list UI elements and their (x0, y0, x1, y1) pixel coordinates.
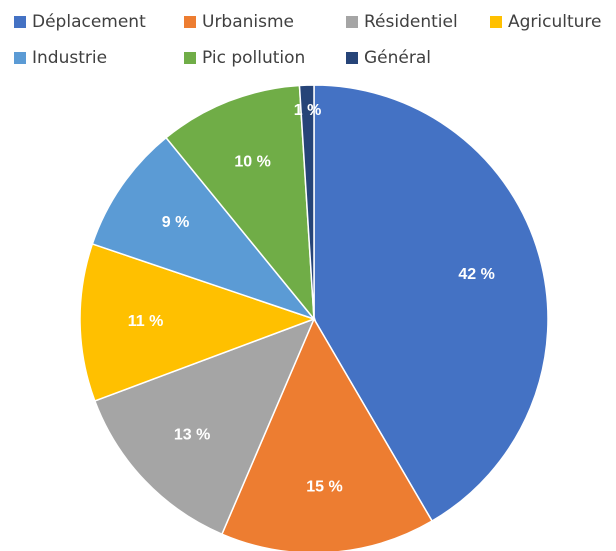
pie-slice (91, 136, 317, 321)
value-label: 13 % (174, 427, 210, 444)
value-label: 10 % (234, 153, 270, 170)
legend-label: Industrie (32, 48, 107, 68)
legend-swatch (184, 52, 196, 64)
legend-swatch (14, 16, 26, 28)
pie-slice (79, 242, 317, 402)
legend-label: Résidentiel (364, 12, 458, 32)
value-label: 42 % (458, 266, 494, 283)
legend-label: Déplacement (32, 12, 146, 32)
pie-slice (313, 84, 549, 523)
legend-label: Urbanisme (202, 12, 294, 32)
value-label: 9 % (162, 214, 190, 231)
legend-swatch (14, 52, 26, 64)
legend-swatch (184, 16, 196, 28)
value-label: 15 % (306, 478, 342, 495)
legend-swatch (346, 52, 358, 64)
legend-swatch (346, 16, 358, 28)
legend-label: Agriculture (508, 12, 602, 32)
value-label: 1 % (294, 102, 322, 119)
pie-slice (298, 84, 315, 320)
pie-slice (93, 317, 316, 536)
value-label: 11 % (128, 313, 164, 330)
legend-swatch (490, 16, 502, 28)
pie-slice (165, 84, 315, 322)
legend-label: Pic pollution (202, 48, 305, 68)
pie-slice (220, 317, 434, 551)
legend-label: Général (364, 48, 431, 68)
